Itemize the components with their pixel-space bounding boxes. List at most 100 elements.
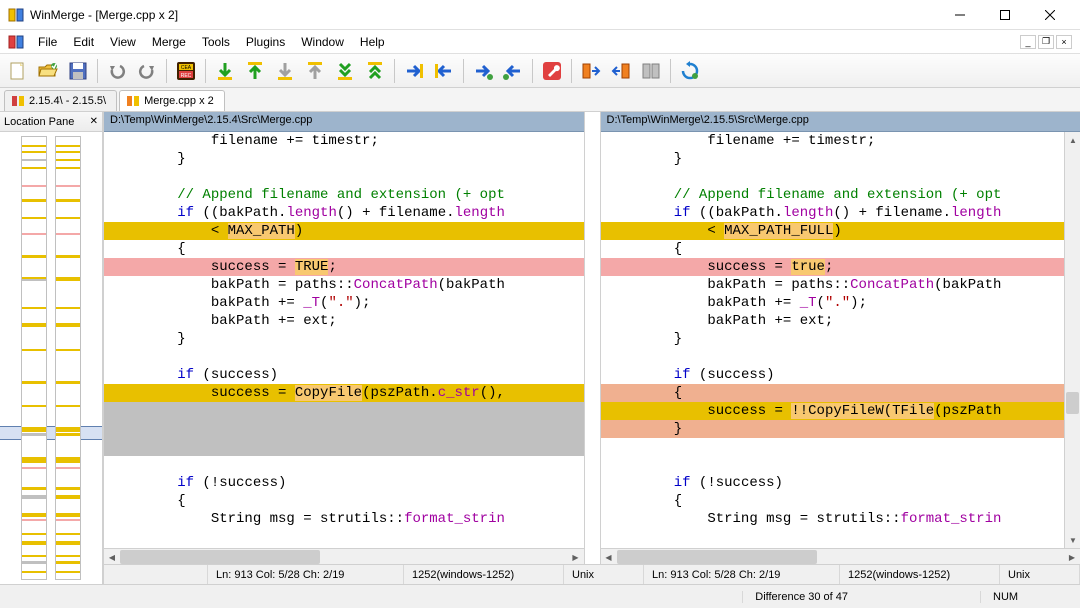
toolbar-separator (97, 59, 98, 83)
toolbar-wrench-button[interactable] (538, 57, 566, 85)
mdi-minimize-button[interactable]: _ (1020, 35, 1036, 49)
location-mark (56, 307, 80, 309)
location-mark (22, 561, 46, 564)
toolbar-arrow-left-blue-button[interactable] (430, 57, 458, 85)
panes: D:\Temp\WinMerge\2.15.4\Src\Merge.cpp fi… (104, 112, 1080, 564)
location-mark (56, 513, 80, 517)
status-spacer (104, 565, 208, 584)
left-status-pos: Ln: 913 Col: 5/28 Ch: 2/19 (208, 565, 404, 584)
menu-window[interactable]: Window (293, 32, 352, 52)
scroll-down-icon[interactable]: ▼ (1065, 532, 1080, 548)
location-mark (56, 571, 80, 573)
toolbar-separator (394, 59, 395, 83)
tab-merge-cpp-x-2[interactable]: Merge.cpp x 2 (119, 90, 225, 111)
menu-plugins[interactable]: Plugins (238, 32, 293, 52)
code-line: bakPath = paths::ConcatPath(bakPath (601, 276, 1065, 294)
right-hscrollbar[interactable]: ◀ ▶ (601, 548, 1080, 564)
location-pane-body[interactable] (0, 132, 102, 584)
tab-label: Merge.cpp x 2 (144, 95, 214, 107)
location-mark (22, 555, 46, 557)
toolbar-rec-stop-button[interactable]: CEAREC (172, 57, 200, 85)
toolbar-undo-button[interactable] (103, 57, 131, 85)
menu-merge[interactable]: Merge (144, 32, 194, 52)
mdi-close-button[interactable]: × (1056, 35, 1072, 49)
scroll-up-icon[interactable]: ▲ (1065, 132, 1080, 148)
left-hscrollbar[interactable]: ◀ ▶ (104, 548, 584, 564)
code-line (104, 402, 584, 420)
left-code[interactable]: filename += timestr; } // Append filenam… (104, 132, 584, 548)
toolbar-save-button[interactable] (64, 57, 92, 85)
code-line: // Append filename and extension (+ opt (104, 186, 584, 204)
location-mark (22, 467, 46, 469)
diff-counter: Difference 30 of 47 (742, 591, 860, 603)
toolbar-up-green-button[interactable] (241, 57, 269, 85)
toolbar-dbl-down-green-button[interactable] (331, 57, 359, 85)
location-mark (22, 541, 46, 545)
code-line (104, 168, 584, 186)
toolbar-separator (670, 59, 671, 83)
left-pane: D:\Temp\WinMerge\2.15.4\Src\Merge.cpp fi… (104, 112, 585, 564)
toolbar-separator (463, 59, 464, 83)
location-mark (56, 255, 80, 258)
toolbar-new-button[interactable] (4, 57, 32, 85)
menu-help[interactable]: Help (352, 32, 393, 52)
toolbar-copy-left-orange-button[interactable] (607, 57, 635, 85)
code-line (104, 438, 584, 456)
scroll-right-icon[interactable]: ▶ (568, 549, 584, 564)
scroll-left-icon[interactable]: ◀ (104, 549, 120, 564)
menu-view[interactable]: View (102, 32, 144, 52)
toolbar-down-green-button[interactable] (211, 57, 239, 85)
scroll-right-icon[interactable]: ▶ (1064, 549, 1080, 564)
code-line: String msg = strutils::format_strin (104, 510, 584, 528)
location-mark (22, 433, 46, 436)
toolbar-redo-button[interactable] (133, 57, 161, 85)
menu-file[interactable]: File (30, 32, 65, 52)
maximize-button[interactable] (982, 0, 1027, 29)
toolbar-open-button[interactable] (34, 57, 62, 85)
right-vscrollbar[interactable]: ▲ ▼ (1064, 132, 1080, 548)
toolbar-gray-bars-button[interactable] (637, 57, 665, 85)
menu-edit[interactable]: Edit (65, 32, 102, 52)
mdi-restore-button[interactable]: ❐ (1038, 35, 1054, 49)
bottom-statusbar: Difference 30 of 47 NUM (0, 584, 1080, 608)
location-mark (22, 571, 46, 573)
minimize-button[interactable] (937, 0, 982, 29)
toolbar-down-gray-button[interactable] (271, 57, 299, 85)
toolbar-up-gray-button[interactable] (301, 57, 329, 85)
toolbar-copy-right-orange-button[interactable] (577, 57, 605, 85)
right-vscroll-thumb[interactable] (1066, 392, 1079, 414)
right-hscroll-thumb[interactable] (617, 550, 817, 564)
code-line: bakPath += ext; (601, 312, 1065, 330)
location-mark (56, 233, 80, 235)
code-line (104, 456, 584, 474)
toolbar-arrow-left-blue2-button[interactable] (499, 57, 527, 85)
left-status-eol: Unix (564, 565, 644, 584)
toolbar-refresh-button[interactable] (676, 57, 704, 85)
toolbar-dbl-up-green-button[interactable] (361, 57, 389, 85)
location-mark (22, 279, 46, 281)
toolbar-arrow-right-blue-button[interactable] (400, 57, 428, 85)
toolbar-arrow-right-blue2-button[interactable] (469, 57, 497, 85)
location-mark (56, 381, 80, 384)
location-mark (56, 151, 80, 153)
code-line (601, 168, 1065, 186)
location-mark (22, 145, 46, 147)
close-button[interactable] (1027, 0, 1072, 29)
code-line: bakPath += ext; (104, 312, 584, 330)
menu-tools[interactable]: Tools (194, 32, 238, 52)
location-mark (22, 323, 46, 327)
code-line: < MAX_PATH) (104, 222, 584, 240)
location-strip-left[interactable] (21, 136, 47, 580)
splitter[interactable] (585, 112, 601, 564)
left-hscroll-thumb[interactable] (120, 550, 320, 564)
location-strip-right[interactable] (55, 136, 81, 580)
scroll-left-icon[interactable]: ◀ (601, 549, 617, 564)
tab-2-15-4-2-15-5-[interactable]: 2.15.4\ - 2.15.5\ (4, 90, 117, 111)
titlebar: WinMerge - [Merge.cpp x 2] (0, 0, 1080, 30)
code-line: { (104, 492, 584, 510)
location-mark (56, 159, 80, 161)
location-mark (22, 487, 46, 490)
right-code[interactable]: filename += timestr; } // Append filenam… (601, 132, 1065, 548)
location-pane-close-icon[interactable]: ✕ (90, 116, 98, 127)
location-mark (22, 233, 46, 235)
